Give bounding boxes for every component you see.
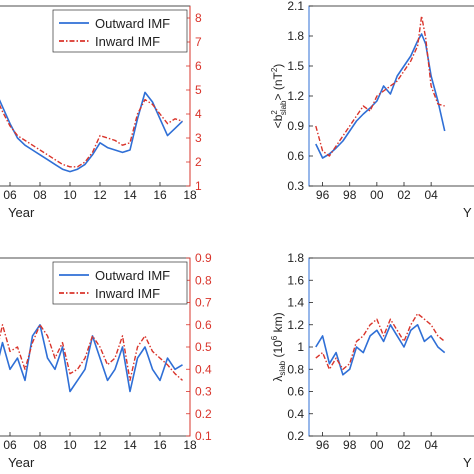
x-tick-label: 00 <box>370 188 384 202</box>
y-axis-label-part: <b <box>271 114 285 128</box>
y-axis-label-part: λ <box>271 376 285 382</box>
y-tick-label: 0.6 <box>287 385 304 399</box>
x-tick-label: 06 <box>3 438 17 452</box>
x-tick-label: 14 <box>123 188 137 202</box>
series-line-outward-imf <box>315 323 446 376</box>
y-tick-label: 1.6 <box>287 273 304 287</box>
y-axis-label-part: 2 <box>270 110 279 115</box>
x-axis-label: Year <box>8 455 35 470</box>
right-tick-label: 0.7 <box>195 296 212 310</box>
x-tick-label: 04 <box>424 188 438 202</box>
right-tick-label: 0.8 <box>195 273 212 287</box>
y-axis-label-part: > (nT <box>271 71 285 100</box>
y-tick-label: 1.5 <box>287 59 304 73</box>
x-tick-label: 00 <box>370 438 384 452</box>
series-line-inward-imf <box>0 98 183 168</box>
x-tick-label: 16 <box>153 438 167 452</box>
right-tick-label: 7 <box>195 35 202 49</box>
series-line-outward-imf <box>0 323 183 393</box>
x-tick-label: 98 <box>343 188 357 202</box>
right-tick-label: 0.5 <box>195 340 212 354</box>
right-tick-label: 8 <box>195 11 202 25</box>
y-axis-label-part: 6 <box>270 335 279 340</box>
right-tick-label: 6 <box>195 59 202 73</box>
legend-label: Outward IMF <box>95 16 170 31</box>
y-tick-label: 0.8 <box>287 362 304 376</box>
y-axis-label-part: ) <box>271 64 285 68</box>
y-axis-label-part: km) <box>271 312 285 335</box>
y-tick-label: 1.2 <box>287 318 304 332</box>
right-tick-label: 5 <box>195 83 202 97</box>
x-tick-label: 98 <box>343 438 357 452</box>
series-line-outward-imf <box>315 33 446 159</box>
panel-top-right: 96 98 00 02 04Y0.30.60.91.21.51.82.1<b2slab>… <box>270 0 474 220</box>
panel-bottom-left: 06 08 10 12 14 16 18 Year 0.1 0.2 0.3 0.4 0.5 0.6 0.7 0… <box>0 251 212 470</box>
x-tick-label: 08 <box>33 188 47 202</box>
x-axis-label: Y <box>463 205 472 220</box>
plot-frame <box>308 5 474 187</box>
x-tick-label: 10 <box>63 438 77 452</box>
right-tick-label: 0.2 <box>195 407 212 421</box>
x-tick-label: 10 <box>63 188 77 202</box>
right-tick-label: 0.1 <box>195 429 212 443</box>
y-tick-label: 0.2 <box>287 429 304 443</box>
y-axis-label: λslab (106 km) <box>270 312 287 381</box>
legend-label: Inward IMF <box>95 286 160 301</box>
y-axis-label-part: 2 <box>270 67 279 72</box>
y-axis-label-part: slab <box>279 100 288 115</box>
plot-frame <box>308 257 474 437</box>
y-tick-label: 0.9 <box>287 119 304 133</box>
legend: Outward IMF Inward IMF <box>52 261 188 305</box>
y-tick-label: 1.2 <box>287 89 304 103</box>
y-tick-label: 0.3 <box>287 179 304 193</box>
legend-label: Outward IMF <box>95 268 170 283</box>
x-tick-label: 12 <box>93 188 107 202</box>
y-tick-label: 1.4 <box>287 296 304 310</box>
right-tick-label: 0.4 <box>195 362 212 376</box>
y-tick-label: 0.4 <box>287 407 304 421</box>
x-axis-label: Year <box>8 205 35 220</box>
right-tick-label: 0.6 <box>195 318 212 332</box>
x-axis-label: Y <box>463 455 472 470</box>
legend-label: Inward IMF <box>95 34 160 49</box>
panel-bottom-right: 96 98 00 02 04 Y 0.2 0.4 0.6 0.8 1 1.2 1.4 1.6 1.8 λsla… <box>270 251 474 470</box>
right-tick-label: 0.3 <box>195 385 212 399</box>
y-tick-label: 1.8 <box>287 29 304 43</box>
x-tick-label: 06 <box>3 188 17 202</box>
x-tick-label: 18 <box>183 438 197 452</box>
y-tick-label: 1 <box>297 340 304 354</box>
x-tick-label: 18 <box>183 188 197 202</box>
legend-box <box>52 261 188 305</box>
y-tick-label: 2.1 <box>287 0 304 13</box>
series-line-inward-imf <box>0 324 183 382</box>
x-tick-label: 12 <box>93 438 107 452</box>
x-tick-label: 08 <box>33 438 47 452</box>
series-line-inward-imf <box>315 312 446 370</box>
y-tick-label: 1.8 <box>287 251 304 265</box>
series-line-inward-imf <box>315 15 445 157</box>
right-tick-label: 0.9 <box>195 251 212 265</box>
x-tick-label: 14 <box>123 438 137 452</box>
right-tick-label: 2 <box>195 155 202 169</box>
right-tick-label: 1 <box>195 179 202 193</box>
legend-box <box>52 9 188 53</box>
x-tick-label: 02 <box>397 188 411 202</box>
series-line-outward-imf <box>0 91 184 173</box>
x-tick-label: 96 <box>316 188 330 202</box>
y-axis-label-part: slab <box>278 360 287 375</box>
x-tick-label: 02 <box>397 438 411 452</box>
y-tick-label: 0.6 <box>287 149 304 163</box>
x-tick-label: 96 <box>316 438 330 452</box>
y-axis-label-part: (10 <box>271 340 285 361</box>
legend: Outward IMF Inward IMF <box>52 9 188 53</box>
y-axis-label: <b2slab> (nT2) <box>270 64 288 129</box>
right-tick-label: 4 <box>195 107 202 121</box>
right-tick-label: 3 <box>195 131 202 145</box>
x-tick-label: 04 <box>424 438 438 452</box>
x-tick-label: 16 <box>153 188 167 202</box>
